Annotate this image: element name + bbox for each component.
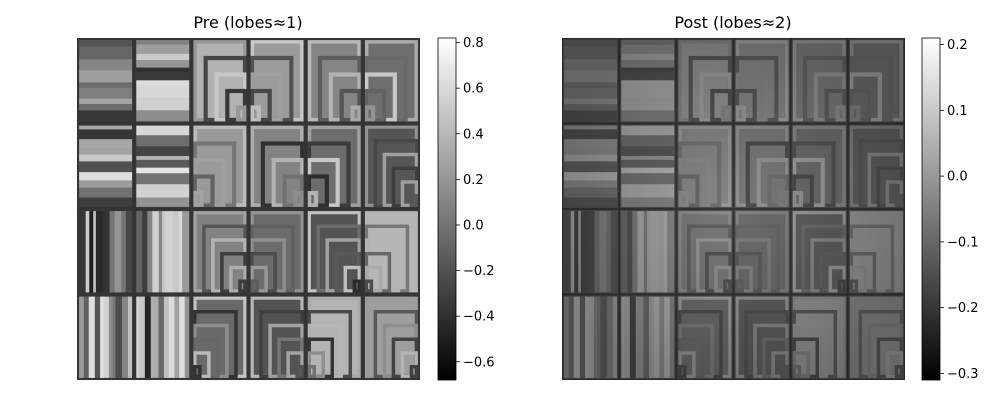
post-heatmap [562, 38, 905, 380]
pre-colorbar-tick-label: −0.2 [463, 264, 495, 279]
pre-tile-2-2 [192, 209, 248, 294]
pre-tile-0-3 [249, 38, 305, 123]
pre-tile-2-0 [77, 209, 134, 294]
pre-title: Pre (lobes≈1) [193, 13, 302, 32]
post-colorbar-tick-label: 0.1 [947, 104, 968, 119]
pre-tile-2-3 [249, 209, 305, 294]
post-title: Post (lobes≈2) [674, 13, 791, 32]
post-colorbar-gradient [921, 37, 941, 381]
pre-tile-0-4 [306, 38, 362, 123]
pre-tile-0-2 [192, 38, 248, 123]
post-colorbar-tick-label: −0.3 [947, 367, 979, 382]
pre-tile-3-1 [135, 295, 191, 380]
post-colorbar-tick-label: −0.1 [947, 235, 979, 250]
pre-colorbar-tick-label: 0.0 [463, 218, 484, 233]
pre-tile-2-5 [363, 209, 420, 294]
pre-colorbar-tick-label: −0.6 [463, 355, 495, 370]
post-colorbar-ticks: 0.2 0.1 0.0 −0.1 −0.2 −0.3 [940, 38, 979, 382]
post-colorbar-tick-label: 0.2 [947, 38, 968, 53]
pre-tile-1-3 [249, 124, 305, 209]
pre-colorbar-gradient [437, 37, 457, 381]
pre-tile-1-2 [192, 124, 248, 209]
pre-colorbar: 0.8 0.6 0.4 0.2 0.0 −0.2 −0.4 −0.6 [437, 36, 495, 381]
pre-heatmap-background [77, 38, 420, 380]
pre-tile-0-0 [77, 38, 134, 123]
pre-tile-3-2 [192, 295, 248, 380]
pre-tile-1-0 [77, 124, 134, 209]
pre-heatmap [77, 38, 420, 380]
pre-tile-1-1 [135, 124, 191, 209]
pre-colorbar-tick-label: −0.4 [463, 310, 495, 325]
pre-colorbar-tick-label: 0.4 [463, 127, 484, 142]
pre-tile-3-0 [77, 295, 134, 380]
post-heatmap-shading [562, 38, 905, 380]
pre-tile-0-5 [363, 38, 420, 123]
pre-colorbar-tick-label: 0.8 [463, 36, 484, 51]
post-colorbar-tick-label: −0.2 [947, 301, 979, 316]
pre-tile-2-4 [306, 209, 362, 294]
pre-tile-0-1 [135, 38, 191, 123]
post-colorbar: 0.2 0.1 0.0 −0.1 −0.2 −0.3 [921, 37, 979, 382]
pre-tile-3-3 [249, 295, 305, 380]
pre-tile-3-4 [306, 295, 362, 380]
pre-panel: Pre (lobes≈1) 0.8 0.6 0.4 0.2 0.0 −0.2 −0.4 −0.… [77, 13, 495, 381]
pre-tile-1-5 [363, 124, 420, 209]
pre-colorbar-tick-label: 0.2 [463, 173, 484, 188]
post-colorbar-tick-label: 0.0 [947, 170, 968, 185]
pre-tile-2-1 [135, 209, 191, 294]
pre-tile-3-5 [363, 295, 420, 380]
post-panel: Post (lobes≈2) 0.2 0.1 0.0 −0.1 −0.2 −0.3 [562, 13, 979, 382]
pre-tile-1-4 [306, 124, 362, 209]
pre-colorbar-ticks: 0.8 0.6 0.4 0.2 0.0 −0.2 −0.4 −0.6 [456, 36, 495, 370]
pre-colorbar-tick-label: 0.6 [463, 82, 484, 97]
